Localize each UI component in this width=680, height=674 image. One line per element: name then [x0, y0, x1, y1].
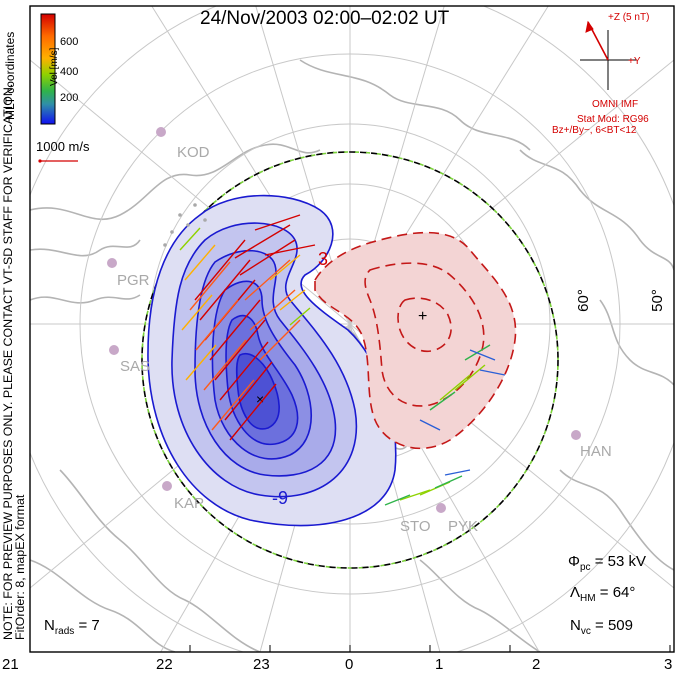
nvc-value: = 509	[595, 617, 633, 634]
contour-label-negative: -9	[272, 488, 289, 508]
mlt-label-1: 1	[435, 656, 444, 673]
station-kap: KAP	[174, 495, 205, 512]
imf-y-label: +Y	[628, 56, 641, 67]
hm-boundary-green	[141, 151, 559, 569]
mlt-label-2: 2	[532, 656, 541, 673]
colorbar-tick-400: 400	[60, 66, 79, 78]
nrads-value: = 7	[78, 617, 100, 634]
svg-text:×: ×	[256, 391, 264, 407]
nrads-symbol: N	[44, 617, 55, 634]
nvc-symbol: N	[570, 617, 581, 634]
lat-label-50: 50°	[648, 289, 666, 312]
velocity-vectors	[163, 203, 506, 506]
dawn-cell: +	[314, 231, 517, 450]
phi-subscript: pc	[579, 562, 591, 573]
colorbar-label: Vel [m/s]	[49, 47, 60, 86]
plot-frame	[29, 5, 675, 653]
lambda-subscript: HM	[580, 593, 596, 604]
colorbar-tick-200: 200	[60, 92, 79, 104]
imf-source: OMNI IMF	[592, 99, 639, 110]
station-pgr: PGR	[117, 272, 150, 289]
phi-pc-stat: Φpc = 53 kV	[568, 553, 646, 573]
side-note-fitorder: FitOrder: 8, mapEX format	[13, 494, 27, 640]
mlt-label-22: 22	[156, 656, 173, 673]
svg-text:+: +	[418, 308, 427, 325]
mlt-label-3: 3	[664, 656, 673, 673]
station-sto: STO	[400, 518, 431, 535]
lambda-hm-stat: ΛHM = 64°	[570, 584, 635, 604]
lambda-value: = 64°	[599, 584, 636, 601]
dusk-cell: ×	[147, 194, 397, 527]
station-han: HAN	[580, 443, 612, 460]
imf-z-label: +Z (5 nT)	[608, 12, 650, 23]
nrads-stat: Nrads = 7	[44, 617, 100, 637]
station-kod: KOD	[177, 144, 210, 161]
imf-model-params: Bz+/By−, 6<BT<12	[552, 125, 637, 136]
imf-model: Stat Mod: RG96	[577, 114, 649, 125]
mlt-label-0: 0	[345, 656, 354, 673]
station-markers	[107, 127, 581, 513]
contour-label-positive: 3	[318, 249, 329, 269]
nvc-subscript: vc	[580, 626, 591, 637]
lambda-symbol: Λ	[570, 584, 581, 601]
colorbar-tick-600: 600	[60, 36, 79, 48]
lat-label-60: 60°	[574, 289, 592, 312]
station-pyk: PYK	[448, 518, 479, 535]
nvc-stat: Nvc = 509	[570, 617, 633, 637]
mlt-ticks	[29, 645, 671, 652]
nrads-subscript: rads	[54, 626, 75, 637]
mlt-label-21: 21	[2, 656, 19, 673]
colorbar	[40, 13, 56, 125]
scale-label: 1000 m/s	[36, 139, 90, 154]
map-title: 24/Nov/2003 02:00–02:02 UT	[200, 8, 450, 29]
phi-value: = 53 kV	[594, 553, 646, 570]
phi-symbol: Φ	[568, 553, 580, 570]
imf-clock	[580, 20, 636, 90]
mlt-label-23: 23	[253, 656, 270, 673]
station-sas: SAS	[120, 358, 151, 375]
